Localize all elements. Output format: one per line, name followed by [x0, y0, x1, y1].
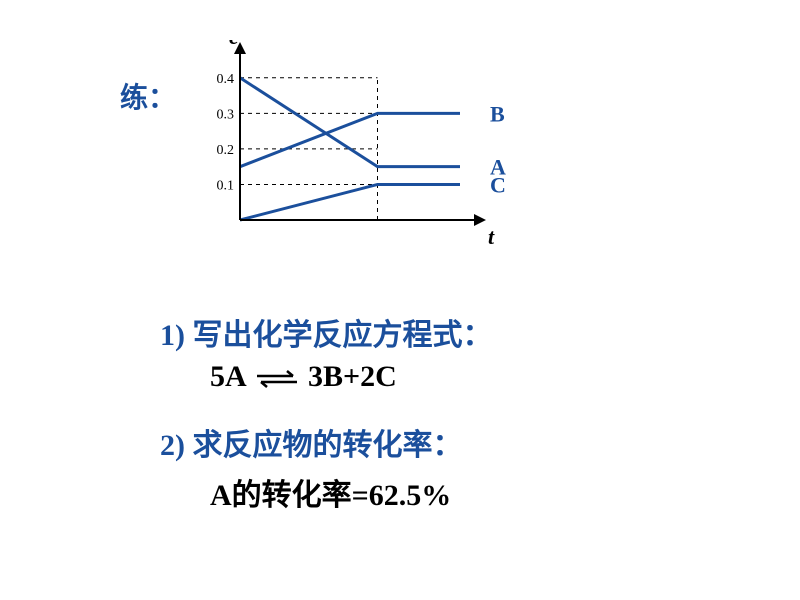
- answer-1-right: 3B+2C: [308, 360, 397, 393]
- answer-1-left: 5A: [210, 360, 245, 393]
- svg-text:c: c: [229, 40, 239, 49]
- equilibrium-arrows-icon: [257, 369, 297, 389]
- question-2-answer: A的转化率=62.5%: [210, 470, 451, 514]
- concentration-time-chart: 0.10.20.30.4BACct: [200, 40, 560, 265]
- question-2-label: 2) 求反应物的转化率：: [160, 420, 463, 464]
- svg-text:0.4: 0.4: [217, 72, 235, 87]
- exercise-title: 练：: [120, 76, 176, 116]
- svg-text:C: C: [490, 172, 506, 197]
- question-1-answer: 5A 3B+2C: [210, 360, 397, 394]
- svg-text:t: t: [488, 224, 495, 249]
- svg-text:B: B: [490, 101, 505, 126]
- question-1-label: 1) 写出化学反应方程式：: [160, 310, 493, 354]
- svg-text:0.2: 0.2: [217, 143, 235, 158]
- svg-text:0.3: 0.3: [217, 107, 235, 122]
- svg-text:0.1: 0.1: [217, 178, 235, 193]
